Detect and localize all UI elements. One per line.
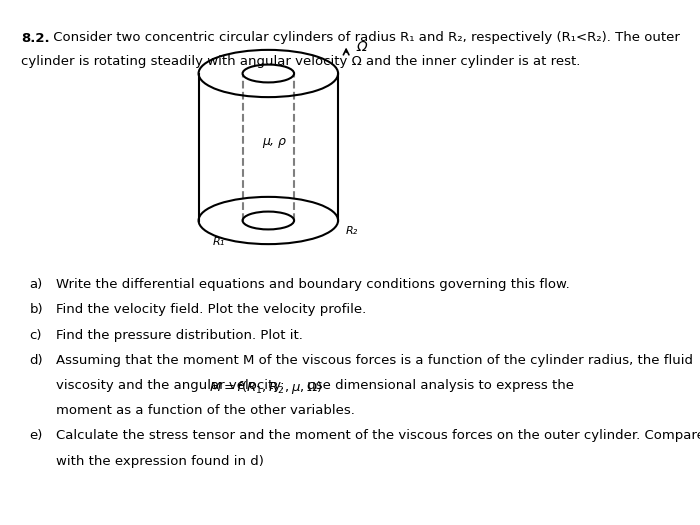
Text: Calculate the stress tensor and the moment of the viscous forces on the outer cy: Calculate the stress tensor and the mome… <box>56 429 700 443</box>
Text: a): a) <box>29 278 43 291</box>
Text: 8.2.: 8.2. <box>22 32 50 45</box>
Text: viscosity and the angular velocity:: viscosity and the angular velocity: <box>56 379 289 392</box>
Text: Consider two concentric circular cylinders of radius R₁ and R₂, respectively (R₁: Consider two concentric circular cylinde… <box>50 32 680 45</box>
Text: Find the pressure distribution. Plot it.: Find the pressure distribution. Plot it. <box>56 329 303 342</box>
Text: with the expression found in d): with the expression found in d) <box>56 455 264 468</box>
Text: Find the velocity field. Plot the velocity profile.: Find the velocity field. Plot the veloci… <box>56 303 367 317</box>
Text: R₂: R₂ <box>345 226 358 236</box>
Text: c): c) <box>29 329 42 342</box>
Text: use dimensional analysis to express the: use dimensional analysis to express the <box>303 379 574 392</box>
Text: e): e) <box>29 429 43 443</box>
Text: μ, ρ: μ, ρ <box>262 135 286 148</box>
Text: $M = f(R_1, R_2, \mu, \Omega)$: $M = f(R_1, R_2, \mu, \Omega)$ <box>209 379 323 396</box>
Text: moment as a function of the other variables.: moment as a function of the other variab… <box>56 404 355 417</box>
Text: d): d) <box>29 354 43 367</box>
Text: Assuming that the moment M of the viscous forces is a function of the cylinder r: Assuming that the moment M of the viscou… <box>56 354 693 367</box>
Text: b): b) <box>29 303 43 317</box>
Text: R₁: R₁ <box>212 236 225 247</box>
Text: Write the differential equations and boundary conditions governing this flow.: Write the differential equations and bou… <box>56 278 570 291</box>
Text: cylinder is rotating steadily with angular velocity Ω and the inner cylinder is : cylinder is rotating steadily with angul… <box>22 55 581 68</box>
Text: Ω: Ω <box>357 40 368 54</box>
